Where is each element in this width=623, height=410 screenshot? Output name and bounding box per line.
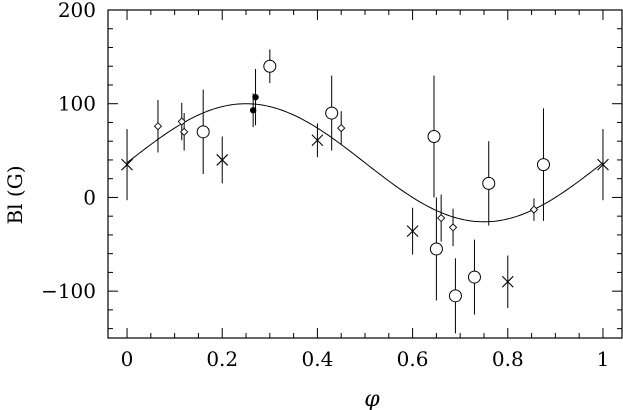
x-tick-label: 0 <box>121 347 134 371</box>
data-point-cross <box>597 158 609 171</box>
data-point-circle <box>536 158 550 172</box>
data-point-circle <box>427 130 441 144</box>
data-point-diamond <box>180 127 189 136</box>
data-point-circle <box>196 125 210 139</box>
data-point-cross <box>406 225 419 238</box>
data-point-filled <box>252 93 259 101</box>
x-tick-label: 1 <box>597 347 610 371</box>
data-markers <box>121 59 609 303</box>
data-point-circle <box>467 270 481 284</box>
data-point-diamond <box>437 213 446 223</box>
y-tick-labels: −100 0 100 200 <box>41 0 96 303</box>
y-tick-label: −100 <box>41 279 96 303</box>
x-tick-label: 0.2 <box>206 347 238 371</box>
data-point-diamond <box>529 205 539 214</box>
data-point-diamond <box>177 117 186 126</box>
x-tick-label: 0.6 <box>397 347 429 371</box>
data-point-circle <box>325 106 339 120</box>
y-tick-label: 0 <box>83 185 96 209</box>
data-point-filled <box>249 107 257 114</box>
error-bars <box>126 49 604 334</box>
plot-frame <box>107 9 623 339</box>
data-point-diamond <box>153 122 163 131</box>
axis-ticks <box>108 9 622 338</box>
data-point-circle <box>448 289 462 303</box>
y-tick-label: 100 <box>58 92 96 116</box>
data-point-circle <box>429 242 443 256</box>
data-point-circle <box>263 59 277 73</box>
x-tick-labels: 0 0.2 0.4 0.6 0.8 1 <box>121 347 610 371</box>
data-point-cross <box>501 275 514 288</box>
data-point-cross <box>121 158 133 171</box>
data-point-cross <box>216 154 229 166</box>
y-tick-label: 200 <box>58 0 96 22</box>
data-point-diamond <box>448 223 458 232</box>
data-point-cross <box>311 134 324 147</box>
data-point-diamond <box>337 123 346 133</box>
x-tick-label: 0.8 <box>492 347 524 371</box>
y-axis-title: Bl (G) <box>3 165 27 224</box>
data-point-circle <box>482 176 496 190</box>
x-tick-label: 0.4 <box>302 347 334 371</box>
x-axis-title: φ <box>364 387 380 410</box>
model-curve <box>126 103 604 223</box>
